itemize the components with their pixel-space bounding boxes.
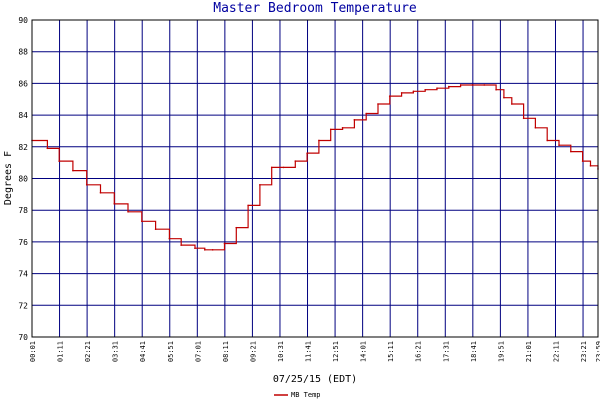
- data-point: [270, 166, 273, 169]
- x-tick-label: 09:21: [249, 341, 257, 362]
- x-tick-label: 10:31: [277, 341, 285, 362]
- data-point: [194, 247, 196, 250]
- data-point: [534, 126, 537, 129]
- y-tick-label: 82: [18, 143, 28, 152]
- x-tick-label: 23:21: [580, 341, 588, 362]
- data-point: [113, 203, 116, 205]
- y-axis: 70 72 74 76 78 80 82 84 86 88 90: [18, 16, 28, 342]
- data-point: [589, 165, 592, 167]
- y-tick-label: 78: [18, 206, 28, 215]
- data-point: [495, 88, 497, 91]
- data-point: [168, 237, 171, 240]
- x-tick-label: 04:41: [139, 341, 147, 362]
- y-tick-label: 84: [18, 111, 28, 120]
- data-point: [318, 139, 320, 142]
- data-point: [294, 160, 297, 162]
- data-point: [522, 117, 525, 120]
- series-layer: [31, 84, 599, 251]
- x-tick-label: 03:31: [112, 341, 120, 362]
- data-point: [483, 84, 486, 86]
- data-point: [365, 112, 367, 115]
- x-tick-label: 07:01: [194, 341, 202, 362]
- data-point: [235, 226, 238, 229]
- data-point: [400, 92, 403, 94]
- y-tick-label: 76: [18, 238, 28, 247]
- x-tick-label: 17:31: [442, 341, 450, 362]
- data-point: [259, 184, 261, 186]
- data-point: [306, 152, 308, 154]
- data-point: [180, 244, 182, 246]
- data-point: [223, 242, 226, 245]
- data-point: [436, 87, 438, 89]
- data-point: [546, 139, 549, 142]
- data-point: [388, 95, 391, 97]
- data-point: [459, 84, 462, 86]
- x-tick-label: 02:21: [84, 341, 92, 362]
- y-tick-label: 88: [18, 48, 28, 57]
- y-tick-label: 90: [18, 16, 28, 25]
- data-point: [127, 210, 129, 213]
- data-point: [99, 191, 102, 194]
- data-point: [448, 85, 450, 88]
- grid: [31, 19, 599, 338]
- data-point: [203, 249, 206, 251]
- data-point: [424, 88, 427, 91]
- x-tick-label: 11:41: [305, 341, 313, 362]
- chart-title: Master Bedroom Temperature: [213, 1, 417, 16]
- x-tick-label: 16:21: [415, 341, 423, 362]
- x-tick-label: 19:51: [497, 341, 505, 362]
- x-tick-label: 14:01: [360, 341, 368, 362]
- data-point: [282, 166, 285, 169]
- data-point: [503, 96, 505, 99]
- data-point: [412, 90, 415, 93]
- data-point: [85, 184, 88, 186]
- data-point: [558, 144, 560, 147]
- x-axis: 00:01 01:11 02:21 03:31 04:41 05:51 07:01 08:11…: [29, 341, 600, 362]
- x-tick-label: 23:59: [595, 341, 600, 362]
- plot-border: [31, 19, 599, 338]
- x-tick-label: 18:41: [470, 341, 478, 362]
- data-point: [329, 128, 332, 131]
- legend-label: MB Temp: [291, 391, 321, 399]
- data-point: [341, 126, 344, 129]
- series-line-mb-temp: [32, 84, 599, 251]
- data-point: [46, 147, 49, 150]
- data-point: [471, 84, 474, 86]
- y-tick-label: 70: [18, 333, 28, 342]
- x-tick-label: 21:01: [525, 341, 533, 362]
- data-point: [511, 103, 513, 105]
- data-point: [211, 249, 214, 251]
- data-point: [58, 160, 60, 162]
- data-point: [72, 169, 74, 172]
- x-tick-label: 12:51: [332, 341, 340, 362]
- data-point: [154, 228, 157, 231]
- x-tick-label: 22:11: [552, 341, 560, 362]
- y-axis-label: Degrees F: [3, 151, 14, 205]
- data-point: [581, 160, 584, 162]
- data-point: [247, 204, 249, 207]
- y-tick-label: 86: [18, 79, 28, 88]
- legend: MB Temp: [274, 391, 321, 399]
- x-tick-label: 05:51: [167, 341, 175, 362]
- y-tick-label: 74: [18, 270, 28, 279]
- x-tick-label: 01:11: [57, 341, 65, 362]
- data-point: [570, 150, 572, 153]
- data-point: [377, 103, 379, 105]
- x-tick-label: 08:11: [222, 341, 230, 362]
- y-tick-label: 72: [18, 301, 28, 310]
- data-point: [353, 119, 356, 121]
- x-tick-label: 15:11: [387, 341, 395, 362]
- x-axis-label: 07/25/15 (EDT): [273, 374, 357, 385]
- data-point: [141, 220, 143, 223]
- y-tick-label: 80: [18, 175, 28, 184]
- x-tick-label: 00:01: [29, 341, 37, 362]
